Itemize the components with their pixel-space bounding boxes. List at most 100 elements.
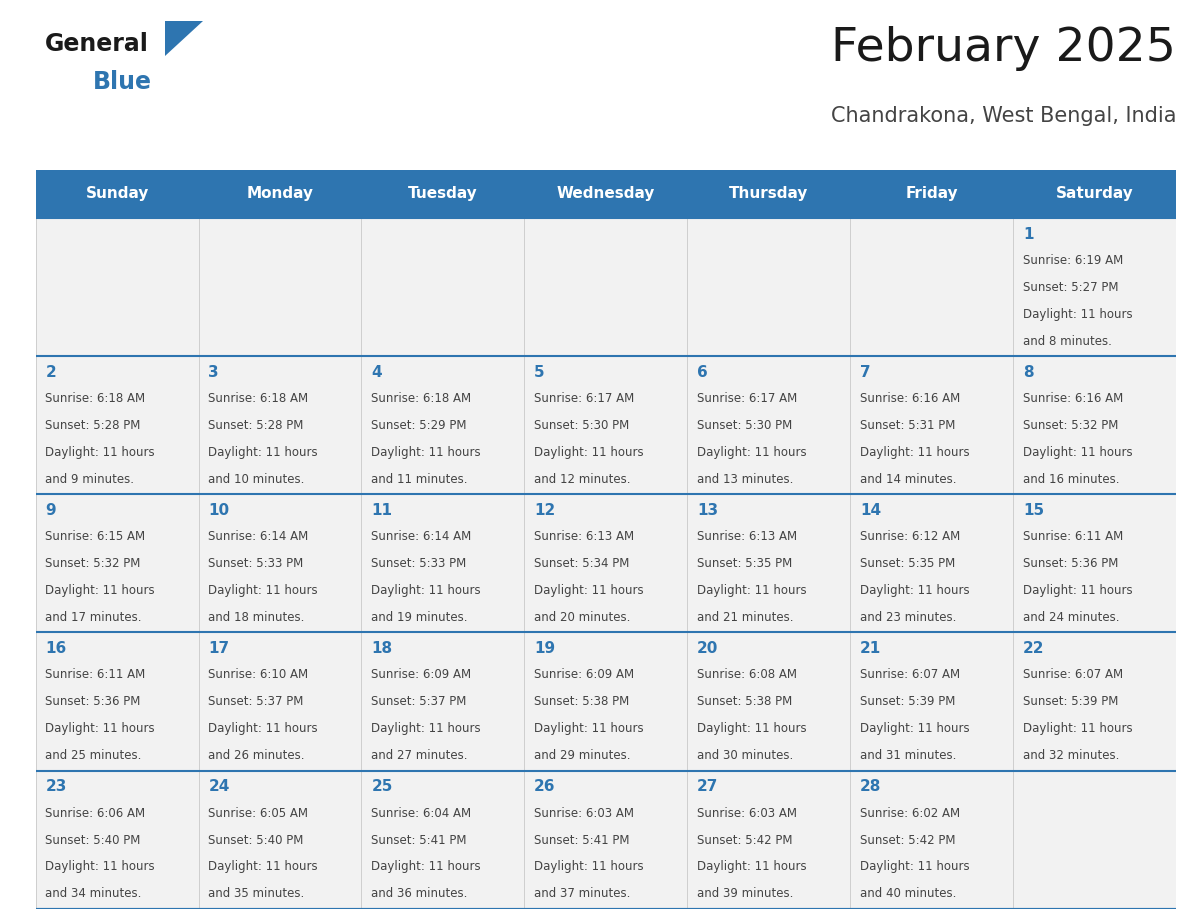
Text: and 34 minutes.: and 34 minutes. bbox=[45, 888, 141, 901]
Text: and 14 minutes.: and 14 minutes. bbox=[860, 473, 956, 486]
Text: 3: 3 bbox=[208, 365, 219, 380]
Text: 9: 9 bbox=[45, 503, 56, 518]
Text: Daylight: 11 hours: Daylight: 11 hours bbox=[860, 860, 969, 873]
Text: and 40 minutes.: and 40 minutes. bbox=[860, 888, 956, 901]
Text: 18: 18 bbox=[372, 642, 392, 656]
Text: Sunset: 5:36 PM: Sunset: 5:36 PM bbox=[1023, 557, 1118, 570]
Text: Sunrise: 6:14 AM: Sunrise: 6:14 AM bbox=[372, 531, 472, 543]
Text: 23: 23 bbox=[45, 779, 67, 794]
Text: Blue: Blue bbox=[93, 70, 152, 94]
Bar bbox=[198, 356, 361, 494]
Bar bbox=[688, 356, 851, 494]
Text: Daylight: 11 hours: Daylight: 11 hours bbox=[1023, 584, 1132, 597]
Text: and 13 minutes.: and 13 minutes. bbox=[697, 473, 794, 486]
Text: Sunset: 5:37 PM: Sunset: 5:37 PM bbox=[372, 695, 467, 709]
Text: Sunrise: 6:19 AM: Sunrise: 6:19 AM bbox=[1023, 253, 1123, 267]
Bar bbox=[1013, 494, 1176, 633]
Text: and 12 minutes.: and 12 minutes. bbox=[535, 473, 631, 486]
Text: Daylight: 11 hours: Daylight: 11 hours bbox=[372, 446, 481, 459]
Text: Daylight: 11 hours: Daylight: 11 hours bbox=[1023, 308, 1132, 320]
Text: Sunrise: 6:14 AM: Sunrise: 6:14 AM bbox=[208, 531, 309, 543]
Text: Daylight: 11 hours: Daylight: 11 hours bbox=[860, 446, 969, 459]
Text: Sunrise: 6:03 AM: Sunrise: 6:03 AM bbox=[535, 807, 634, 820]
Text: Monday: Monday bbox=[247, 186, 314, 201]
Text: and 11 minutes.: and 11 minutes. bbox=[372, 473, 468, 486]
Text: Sunset: 5:41 PM: Sunset: 5:41 PM bbox=[535, 834, 630, 846]
Bar bbox=[688, 633, 851, 770]
Text: Sunset: 5:32 PM: Sunset: 5:32 PM bbox=[1023, 419, 1118, 432]
Text: 17: 17 bbox=[208, 642, 229, 656]
Text: and 20 minutes.: and 20 minutes. bbox=[535, 611, 631, 624]
Bar bbox=[36, 633, 198, 770]
Bar bbox=[198, 633, 361, 770]
Bar bbox=[1013, 770, 1176, 909]
Text: Daylight: 11 hours: Daylight: 11 hours bbox=[1023, 446, 1132, 459]
Bar bbox=[1013, 633, 1176, 770]
Text: Daylight: 11 hours: Daylight: 11 hours bbox=[697, 584, 807, 597]
Text: Daylight: 11 hours: Daylight: 11 hours bbox=[697, 860, 807, 873]
Bar bbox=[688, 218, 851, 356]
Text: Wednesday: Wednesday bbox=[557, 186, 655, 201]
Text: Daylight: 11 hours: Daylight: 11 hours bbox=[860, 722, 969, 735]
Text: Sunrise: 6:04 AM: Sunrise: 6:04 AM bbox=[372, 807, 472, 820]
Text: Daylight: 11 hours: Daylight: 11 hours bbox=[535, 722, 644, 735]
Bar bbox=[1013, 356, 1176, 494]
Bar bbox=[688, 494, 851, 633]
Bar bbox=[524, 494, 688, 633]
Text: Daylight: 11 hours: Daylight: 11 hours bbox=[697, 446, 807, 459]
Text: Daylight: 11 hours: Daylight: 11 hours bbox=[697, 722, 807, 735]
Text: 7: 7 bbox=[860, 365, 871, 380]
Text: Sunset: 5:35 PM: Sunset: 5:35 PM bbox=[697, 557, 792, 570]
Text: Sunrise: 6:17 AM: Sunrise: 6:17 AM bbox=[697, 392, 797, 405]
Text: and 8 minutes.: and 8 minutes. bbox=[1023, 335, 1112, 348]
Text: 11: 11 bbox=[372, 503, 392, 518]
Text: Daylight: 11 hours: Daylight: 11 hours bbox=[372, 860, 481, 873]
Text: Sunrise: 6:09 AM: Sunrise: 6:09 AM bbox=[372, 668, 472, 681]
Bar bbox=[361, 494, 524, 633]
Text: 12: 12 bbox=[535, 503, 556, 518]
Bar bbox=[198, 218, 361, 356]
Text: 4: 4 bbox=[372, 365, 381, 380]
Bar bbox=[524, 770, 688, 909]
Text: 10: 10 bbox=[208, 503, 229, 518]
Text: 19: 19 bbox=[535, 642, 555, 656]
Text: Sunrise: 6:16 AM: Sunrise: 6:16 AM bbox=[860, 392, 960, 405]
Text: and 21 minutes.: and 21 minutes. bbox=[697, 611, 794, 624]
Text: Sunset: 5:36 PM: Sunset: 5:36 PM bbox=[45, 695, 141, 709]
Text: Sunset: 5:30 PM: Sunset: 5:30 PM bbox=[697, 419, 792, 432]
Text: Daylight: 11 hours: Daylight: 11 hours bbox=[45, 584, 156, 597]
Text: and 39 minutes.: and 39 minutes. bbox=[697, 888, 794, 901]
Text: and 26 minutes.: and 26 minutes. bbox=[208, 749, 305, 762]
Text: 25: 25 bbox=[372, 779, 393, 794]
Text: 27: 27 bbox=[697, 779, 719, 794]
Text: and 10 minutes.: and 10 minutes. bbox=[208, 473, 304, 486]
Bar bbox=[524, 218, 688, 356]
Text: Sunset: 5:38 PM: Sunset: 5:38 PM bbox=[535, 695, 630, 709]
Text: and 16 minutes.: and 16 minutes. bbox=[1023, 473, 1119, 486]
Text: Sunset: 5:42 PM: Sunset: 5:42 PM bbox=[860, 834, 955, 846]
Text: and 35 minutes.: and 35 minutes. bbox=[208, 888, 304, 901]
Text: Sunrise: 6:13 AM: Sunrise: 6:13 AM bbox=[535, 531, 634, 543]
Text: Daylight: 11 hours: Daylight: 11 hours bbox=[372, 722, 481, 735]
Text: and 31 minutes.: and 31 minutes. bbox=[860, 749, 956, 762]
Text: and 36 minutes.: and 36 minutes. bbox=[372, 888, 468, 901]
Text: 13: 13 bbox=[697, 503, 719, 518]
Text: Chandrakona, West Bengal, India: Chandrakona, West Bengal, India bbox=[830, 106, 1176, 126]
Text: Sunrise: 6:10 AM: Sunrise: 6:10 AM bbox=[208, 668, 309, 681]
Text: Sunrise: 6:15 AM: Sunrise: 6:15 AM bbox=[45, 531, 146, 543]
Text: Sunrise: 6:18 AM: Sunrise: 6:18 AM bbox=[372, 392, 472, 405]
Text: Sunrise: 6:07 AM: Sunrise: 6:07 AM bbox=[1023, 668, 1123, 681]
Text: Sunset: 5:38 PM: Sunset: 5:38 PM bbox=[697, 695, 792, 709]
Bar bbox=[361, 218, 524, 356]
Text: Sunrise: 6:08 AM: Sunrise: 6:08 AM bbox=[697, 668, 797, 681]
Text: and 25 minutes.: and 25 minutes. bbox=[45, 749, 141, 762]
Text: Daylight: 11 hours: Daylight: 11 hours bbox=[208, 446, 318, 459]
Text: 20: 20 bbox=[697, 642, 719, 656]
Text: 15: 15 bbox=[1023, 503, 1044, 518]
Text: 28: 28 bbox=[860, 779, 881, 794]
Text: and 23 minutes.: and 23 minutes. bbox=[860, 611, 956, 624]
Text: Daylight: 11 hours: Daylight: 11 hours bbox=[535, 446, 644, 459]
Bar bbox=[198, 770, 361, 909]
Text: Sunset: 5:33 PM: Sunset: 5:33 PM bbox=[208, 557, 304, 570]
Text: Sunrise: 6:07 AM: Sunrise: 6:07 AM bbox=[860, 668, 960, 681]
